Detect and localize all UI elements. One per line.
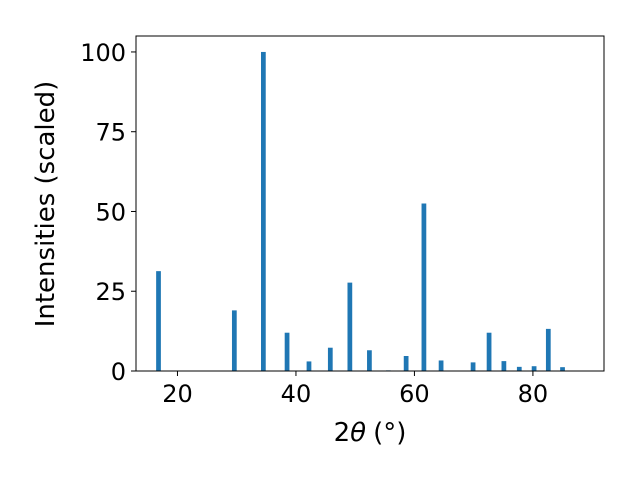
x-tick-label-3: 80 [518, 380, 549, 408]
y-axis-ticks: 0 25 50 75 100 [80, 39, 136, 386]
bar-3 [284, 332, 290, 371]
bar-15 [516, 366, 522, 371]
x-tick-label-0: 20 [162, 380, 193, 408]
y-tick-label-0: 0 [111, 358, 126, 386]
y-tick-label-3: 75 [95, 119, 126, 147]
x-tick-label-2: 60 [399, 380, 430, 408]
x-tick-label-1: 40 [281, 380, 312, 408]
bar-10 [421, 203, 427, 371]
bar-12 [470, 362, 476, 371]
x-axis-label-unit: (°) [373, 418, 406, 448]
bar-7 [367, 350, 372, 371]
y-tick-label-1: 25 [95, 278, 126, 306]
bars-group [156, 51, 565, 372]
x-axis-label-symbol: θ [350, 418, 366, 448]
plot-frame [135, 35, 605, 372]
y-tick-label-4: 100 [80, 39, 126, 67]
bar-13 [486, 332, 492, 371]
bar-2 [260, 51, 266, 371]
bar-18 [560, 367, 565, 371]
bar-1 [231, 310, 237, 371]
bar-4 [306, 361, 312, 371]
bar-6 [347, 282, 353, 371]
bar-0 [156, 271, 161, 371]
bar-9 [403, 356, 409, 371]
x-axis-label: 2θ (°) [334, 418, 407, 448]
bar-5 [327, 347, 333, 371]
x-axis-label-prefix: 2 [334, 418, 351, 448]
x-axis-ticks: 20 40 60 80 [162, 371, 548, 408]
y-tick-label-2: 50 [95, 198, 126, 226]
bar-17 [545, 328, 551, 371]
y-axis-label: Intensities (scaled) [31, 81, 61, 328]
bar-16 [531, 366, 537, 371]
bar-11 [438, 360, 444, 371]
bar-14 [501, 361, 507, 371]
